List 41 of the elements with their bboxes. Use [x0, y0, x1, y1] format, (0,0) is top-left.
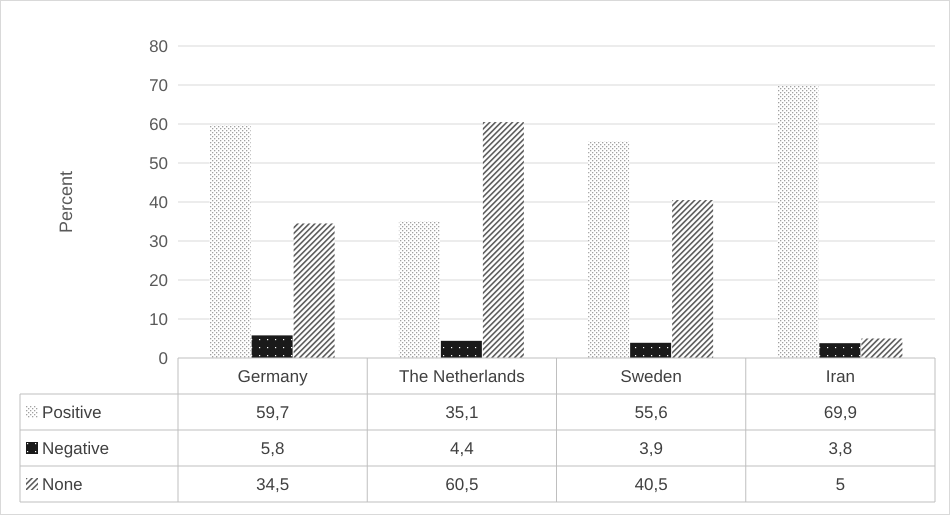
data-label: 60,5 — [445, 474, 478, 494]
bar — [861, 338, 902, 358]
legend-label: None — [42, 474, 83, 494]
data-label: 3,9 — [639, 438, 663, 458]
x-tick-label: Germany — [238, 366, 308, 386]
bar — [777, 85, 818, 358]
data-label: 55,6 — [634, 402, 668, 422]
data-label: 40,5 — [634, 474, 668, 494]
y-tick-label: 80 — [149, 36, 168, 56]
bar — [482, 122, 524, 358]
x-tick-label: Iran — [826, 366, 856, 386]
bar — [294, 223, 335, 358]
y-tick-label: 20 — [149, 270, 168, 290]
bar — [398, 221, 440, 358]
y-tick-label: 60 — [149, 114, 168, 134]
y-tick-label: 40 — [149, 192, 168, 212]
bar — [588, 141, 630, 358]
data-label: 34,5 — [256, 474, 290, 494]
bar — [440, 340, 482, 358]
y-tick-label: 30 — [149, 232, 168, 251]
data-label: 69,9 — [824, 402, 857, 422]
y-tick-label: 50 — [149, 154, 168, 173]
bar — [672, 200, 714, 358]
data-label: 5,8 — [260, 438, 284, 458]
y-axis-title: Percent — [56, 170, 76, 234]
y-tick-label: 70 — [149, 76, 168, 95]
x-tick-label: Sweden — [620, 366, 682, 386]
data-label: 3,8 — [828, 438, 852, 458]
x-tick-label: The Netherlands — [399, 366, 525, 386]
y-tick-label: 0 — [158, 348, 168, 368]
legend-label: Negative — [42, 438, 110, 458]
data-label: 4,4 — [450, 438, 474, 458]
bar — [252, 335, 293, 358]
bar — [819, 343, 860, 358]
data-label: 5 — [836, 474, 846, 494]
data-label: 35,1 — [445, 402, 478, 422]
bar — [210, 125, 251, 358]
bar — [630, 342, 672, 358]
legend-label: Positive — [42, 402, 102, 422]
y-tick-label: 10 — [149, 310, 168, 329]
data-label: 59,7 — [256, 402, 290, 422]
